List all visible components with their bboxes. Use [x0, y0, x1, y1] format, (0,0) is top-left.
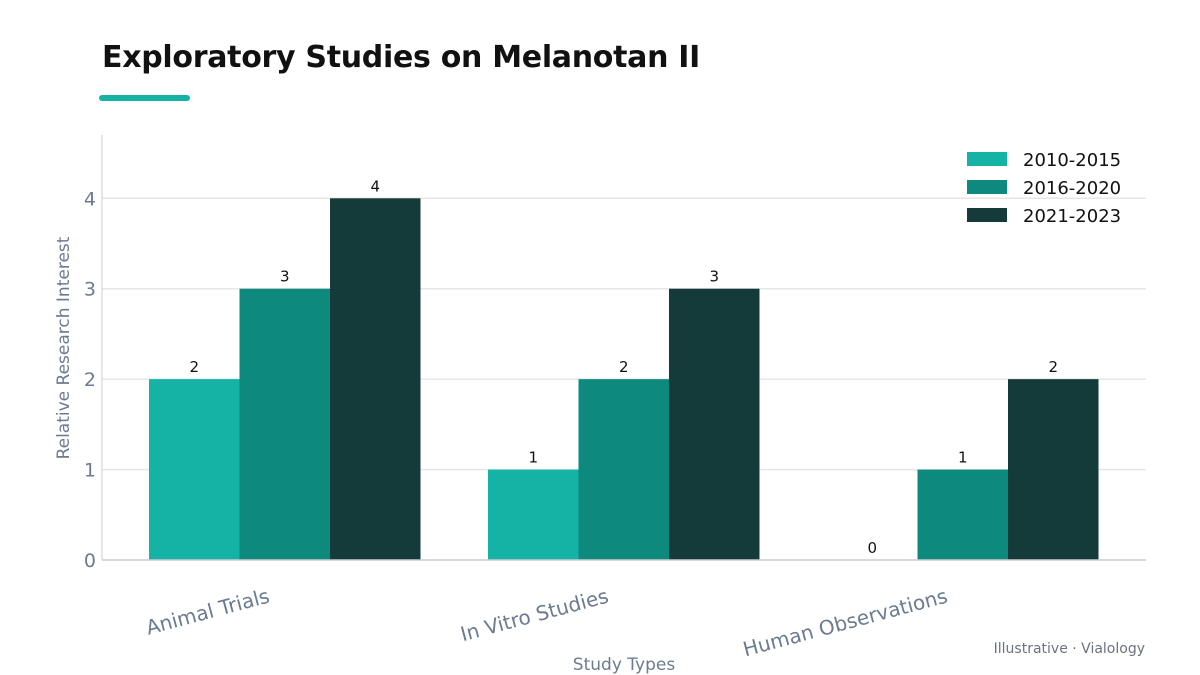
data-label: 2	[189, 358, 199, 376]
data-label: 1	[528, 449, 538, 467]
data-label: 3	[280, 268, 290, 286]
bar-2016-2020-human-observations	[917, 469, 1008, 560]
y-axis-title: Relative Research Interest	[54, 236, 74, 459]
legend-label: 2016-2020	[1023, 178, 1121, 199]
bar-2010-2015-animal-trials	[149, 379, 240, 560]
bar-2021-2023-human-observations	[1008, 379, 1099, 560]
chart-title: Exploratory Studies on Melanotan II	[102, 40, 701, 75]
bar-2021-2023-animal-trials	[330, 198, 421, 561]
data-labels: 2 3 4 1 2 3 0 1 2	[189, 177, 1058, 557]
x-axis-title: Study Types	[573, 655, 676, 675]
legend-swatch	[967, 152, 1007, 166]
data-label: 3	[709, 268, 719, 286]
bar-2010-2015-in-vitro-studies	[488, 469, 579, 560]
bar-2021-2023-in-vitro-studies	[669, 288, 760, 560]
y-tick-label: 0	[84, 550, 96, 572]
legend-swatch	[967, 208, 1007, 222]
bar-2016-2020-in-vitro-studies	[578, 379, 669, 560]
legend-label: 2021-2023	[1023, 206, 1121, 227]
data-label: 4	[370, 177, 380, 195]
legend-swatch	[967, 180, 1007, 194]
x-category-label: In Vitro Studies	[458, 584, 611, 647]
data-label: 0	[867, 539, 877, 557]
legend-label: 2010-2015	[1023, 150, 1121, 171]
y-tick-label: 1	[84, 460, 96, 482]
y-tick-label: 2	[84, 369, 96, 391]
data-label: 2	[619, 358, 629, 376]
legend: 2010-2015 2016-2020 2021-2023	[967, 150, 1121, 227]
x-category-label: Human Observations	[740, 584, 950, 662]
title-accent-bar	[99, 95, 190, 101]
bar-2016-2020-animal-trials	[239, 288, 330, 560]
y-tick-label: 3	[84, 279, 96, 301]
data-label: 2	[1048, 358, 1058, 376]
y-tick-label: 4	[84, 188, 96, 210]
source-credit: Illustrative · Vialology	[993, 641, 1145, 657]
bars	[149, 198, 1099, 561]
data-label: 1	[958, 449, 968, 467]
x-category-label: Animal Trials	[143, 584, 272, 640]
